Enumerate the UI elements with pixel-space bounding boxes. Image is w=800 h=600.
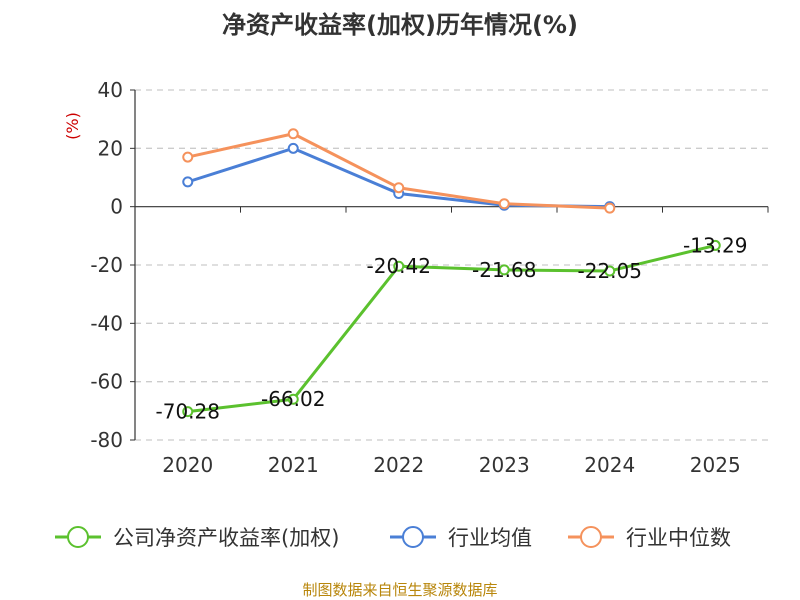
data-point-0 <box>709 239 721 251</box>
x-tick-label: 2021 <box>268 453 319 477</box>
x-tick-label: 2023 <box>479 453 530 477</box>
data-point-2 <box>498 198 510 210</box>
y-tick-label: -40 <box>90 311 123 335</box>
x-tick-label: 2020 <box>162 453 213 477</box>
axes: 40 20 0 -20 -40 -60 -80 2020 2021 2022 2023 2024 202… <box>90 78 769 477</box>
x-tick-label: 2022 <box>373 453 424 477</box>
data-point-1 <box>182 176 194 188</box>
data-label: -13.29 <box>683 233 747 257</box>
data-label: -22.05 <box>578 259 642 283</box>
y-tick-label: -20 <box>90 253 123 277</box>
chart-title: 净资产收益率(加权)历年情况(%) <box>222 11 578 39</box>
data-point-0 <box>393 260 405 272</box>
data-labels: -70.28 -66.02 -20.42 -21.68 -22.05 -13.29 <box>156 233 748 423</box>
legend-marker <box>580 526 602 548</box>
x-tick-label: 2024 <box>584 453 635 477</box>
legend-marker <box>402 526 424 548</box>
legend-label: 公司净资产收益率(加权) <box>113 526 339 550</box>
y-tick-label: -80 <box>90 428 123 452</box>
y-tick-label: -60 <box>90 370 123 394</box>
y-tick-label: 40 <box>98 78 123 102</box>
legend-label: 行业均值 <box>448 526 532 550</box>
y-tick-label: 0 <box>110 195 123 219</box>
data-point-0 <box>604 265 616 277</box>
source-note: 制图数据来自恒生聚源数据库 <box>302 581 497 599</box>
y-tick-label: 20 <box>98 136 123 160</box>
data-label: -20.42 <box>367 254 431 278</box>
data-point-2 <box>393 182 405 194</box>
data-point-2 <box>182 151 194 163</box>
x-tick-label: 2025 <box>690 453 741 477</box>
series-layer <box>182 128 721 418</box>
grid-lines <box>135 89 768 441</box>
data-point-2 <box>604 202 616 214</box>
data-point-2 <box>287 128 299 140</box>
legend-label: 行业中位数 <box>626 526 731 550</box>
series-line-0 <box>187 243 716 414</box>
data-point-0 <box>182 406 194 418</box>
legend: 公司净资产收益率(加权) 行业均值 行业中位数 <box>55 526 731 550</box>
legend-marker <box>67 526 89 548</box>
data-label: -66.02 <box>261 387 325 411</box>
data-point-1 <box>287 142 299 154</box>
y-axis-label: (%) <box>63 112 82 140</box>
data-point-0 <box>287 393 299 405</box>
data-label: -21.68 <box>472 258 536 282</box>
data-label: -70.28 <box>156 400 220 424</box>
data-point-0 <box>498 264 510 276</box>
